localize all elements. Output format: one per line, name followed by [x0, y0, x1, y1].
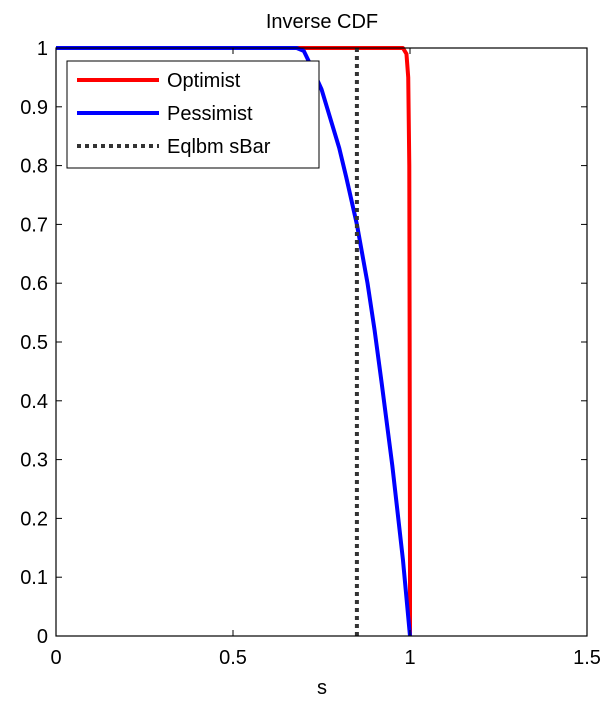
legend-label: Eqlbm sBar	[167, 136, 271, 158]
series-layer	[56, 46, 412, 637]
y-tick-label: 0.3	[20, 450, 48, 472]
legend: Optimist Pessimist Eqlbm sBar	[66, 60, 320, 169]
y-tick-label: 0.7	[20, 214, 48, 236]
legend-label: Optimist	[167, 70, 241, 92]
x-tick-label: 1	[404, 647, 415, 669]
y-tick-label: 0.9	[20, 97, 48, 119]
x-axis-label: s	[317, 677, 327, 699]
x-tick-label: 1.5	[573, 647, 601, 669]
y-tick-label: 0.6	[20, 273, 48, 295]
legend-label: Pessimist	[167, 103, 253, 125]
y-tick-label: 0.2	[20, 508, 48, 530]
series-line-pessimist	[56, 46, 412, 637]
ticks-layer: 0 0.5 1 1.5 0 0.1 0.2 0.3 0.4 0.5 0.6 0.7 0.8 0.9 1	[20, 38, 601, 669]
y-tick-label: 0.1	[20, 567, 48, 589]
x-tick-label: 0.5	[219, 647, 247, 669]
x-tick-label: 0	[50, 647, 61, 669]
series-line-optimist	[56, 46, 412, 636]
y-tick-label: 0.8	[20, 156, 48, 178]
chart-title: Inverse CDF	[266, 11, 378, 33]
y-tick-label: 0.4	[20, 391, 48, 413]
y-tick-label: 0.5	[20, 332, 48, 354]
y-tick-label: 0	[37, 626, 48, 648]
y-tick-label: 1	[37, 38, 48, 60]
